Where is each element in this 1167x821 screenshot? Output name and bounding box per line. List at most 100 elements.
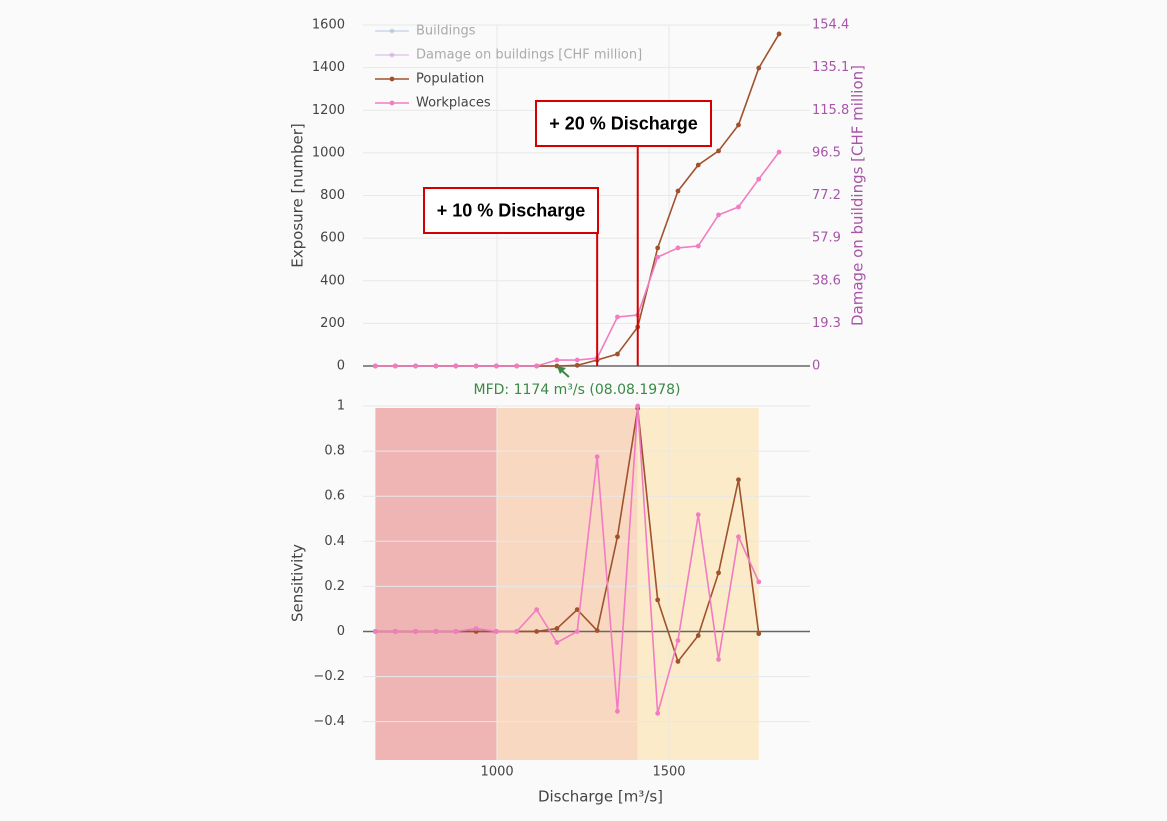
y2-axis-label: Damage on buildings [CHF million] — [849, 65, 867, 326]
y-tick-label: 1000 — [312, 145, 345, 160]
point — [736, 122, 741, 128]
point — [655, 254, 661, 260]
point — [776, 149, 782, 155]
y-tick-label: 400 — [320, 273, 345, 288]
point — [736, 477, 741, 483]
point — [675, 188, 681, 194]
y-tick-label: 0 — [337, 624, 345, 639]
annotation-text: + 20 % Discharge — [549, 113, 698, 133]
y-tick-label: 1200 — [312, 103, 345, 118]
point — [716, 570, 721, 576]
point — [675, 638, 681, 643]
point — [534, 607, 540, 613]
point — [514, 629, 520, 634]
marker-arrowhead — [556, 366, 566, 374]
point — [695, 512, 701, 518]
point — [756, 631, 762, 637]
x-tick-label: 1500 — [652, 765, 685, 780]
point — [494, 363, 499, 369]
point — [615, 534, 620, 540]
point — [514, 363, 520, 369]
marker-label: MFD: 1174 m³/s (08.08.1978) — [474, 382, 681, 398]
y-tick-label: −0.4 — [313, 714, 345, 729]
point — [494, 629, 499, 634]
y-tick-label: 0.8 — [324, 444, 345, 459]
series-line — [375, 405, 760, 714]
point — [453, 363, 459, 369]
y2-tick-label: 57.9 — [812, 231, 841, 246]
region — [375, 408, 497, 760]
point — [453, 629, 459, 634]
point — [615, 708, 620, 714]
point — [534, 363, 540, 369]
point — [594, 454, 600, 460]
point — [574, 357, 580, 363]
point — [554, 640, 560, 645]
annotation-text: + 10 % Discharge — [437, 200, 586, 220]
point — [695, 633, 701, 638]
x-tick-label: 1000 — [481, 765, 514, 780]
legend-marker — [389, 52, 395, 58]
y-tick-label: 0.6 — [324, 489, 345, 504]
point — [554, 357, 560, 363]
point — [695, 162, 701, 168]
annotation-box — [423, 187, 599, 234]
point — [756, 579, 762, 585]
point — [615, 314, 620, 320]
point — [736, 204, 741, 210]
point — [574, 607, 580, 613]
y-tick-label: 0.4 — [324, 534, 345, 549]
point — [413, 629, 419, 634]
legend-label: Buildings — [416, 24, 476, 39]
y-tick-label: 800 — [320, 188, 345, 203]
point — [554, 626, 560, 631]
region — [496, 408, 638, 760]
point — [776, 31, 782, 37]
point — [433, 629, 439, 634]
y2-tick-label: 96.5 — [812, 145, 841, 160]
point — [695, 243, 701, 249]
y-tick-label: 200 — [320, 316, 345, 331]
point — [392, 363, 398, 369]
y-tick-label: −0.2 — [313, 669, 345, 684]
point — [574, 362, 580, 368]
point — [716, 657, 721, 662]
y-axis-label: Exposure [number] — [289, 123, 307, 267]
y2-tick-label: 19.3 — [812, 316, 841, 331]
legend-marker — [389, 100, 395, 106]
point — [574, 629, 580, 634]
y2-tick-label: 38.6 — [812, 273, 841, 288]
point — [756, 65, 762, 71]
region — [637, 408, 759, 760]
point — [392, 629, 398, 634]
y2-tick-label: 0 — [812, 359, 820, 374]
point — [473, 626, 479, 631]
series-line — [375, 151, 780, 367]
point — [736, 534, 741, 540]
y-tick-label: 0.2 — [324, 579, 345, 594]
point — [635, 403, 641, 409]
point — [675, 659, 681, 664]
point — [473, 363, 479, 369]
point — [372, 363, 378, 369]
legend-label: Workplaces — [416, 96, 491, 111]
y2-tick-label: 135.1 — [812, 60, 849, 75]
point — [433, 363, 439, 369]
y-tick-label: 1 — [337, 399, 345, 414]
legend-marker — [389, 76, 395, 82]
y2-tick-label: 77.2 — [812, 188, 841, 203]
y2-tick-label: 154.4 — [812, 18, 849, 33]
point — [655, 597, 661, 603]
legend-label: Damage on buildings [CHF million] — [416, 48, 642, 63]
y-tick-label: 1400 — [312, 60, 345, 75]
point — [675, 245, 681, 251]
point — [594, 628, 600, 633]
annotation-box — [535, 100, 712, 147]
point — [655, 245, 661, 251]
point — [716, 212, 721, 218]
y-tick-label: 600 — [320, 231, 345, 246]
point — [534, 629, 540, 634]
point — [413, 363, 419, 369]
y2-tick-label: 115.8 — [812, 103, 849, 118]
